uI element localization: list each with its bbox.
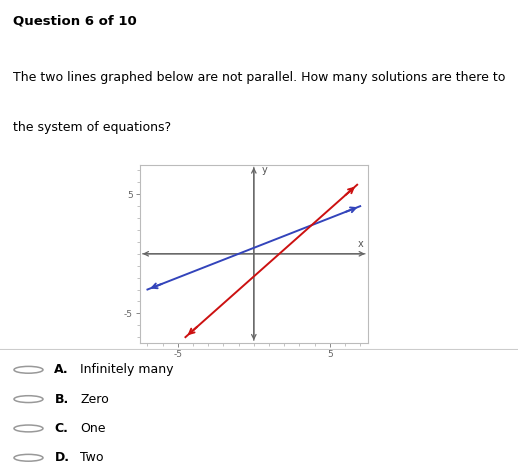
Text: x: x: [357, 239, 363, 249]
Text: Zero: Zero: [80, 392, 109, 406]
Text: y: y: [262, 165, 267, 175]
Text: Infinitely many: Infinitely many: [80, 363, 174, 376]
Text: C.: C.: [54, 422, 68, 435]
Text: One: One: [80, 422, 106, 435]
Text: D.: D.: [54, 451, 69, 464]
Text: The two lines graphed below are not parallel. How many solutions are there to: The two lines graphed below are not para…: [13, 71, 506, 85]
Text: the system of equations?: the system of equations?: [13, 121, 171, 134]
Text: Two: Two: [80, 451, 104, 464]
Text: B.: B.: [54, 392, 69, 406]
Text: A.: A.: [54, 363, 69, 376]
Text: Question 6 of 10: Question 6 of 10: [13, 14, 137, 27]
